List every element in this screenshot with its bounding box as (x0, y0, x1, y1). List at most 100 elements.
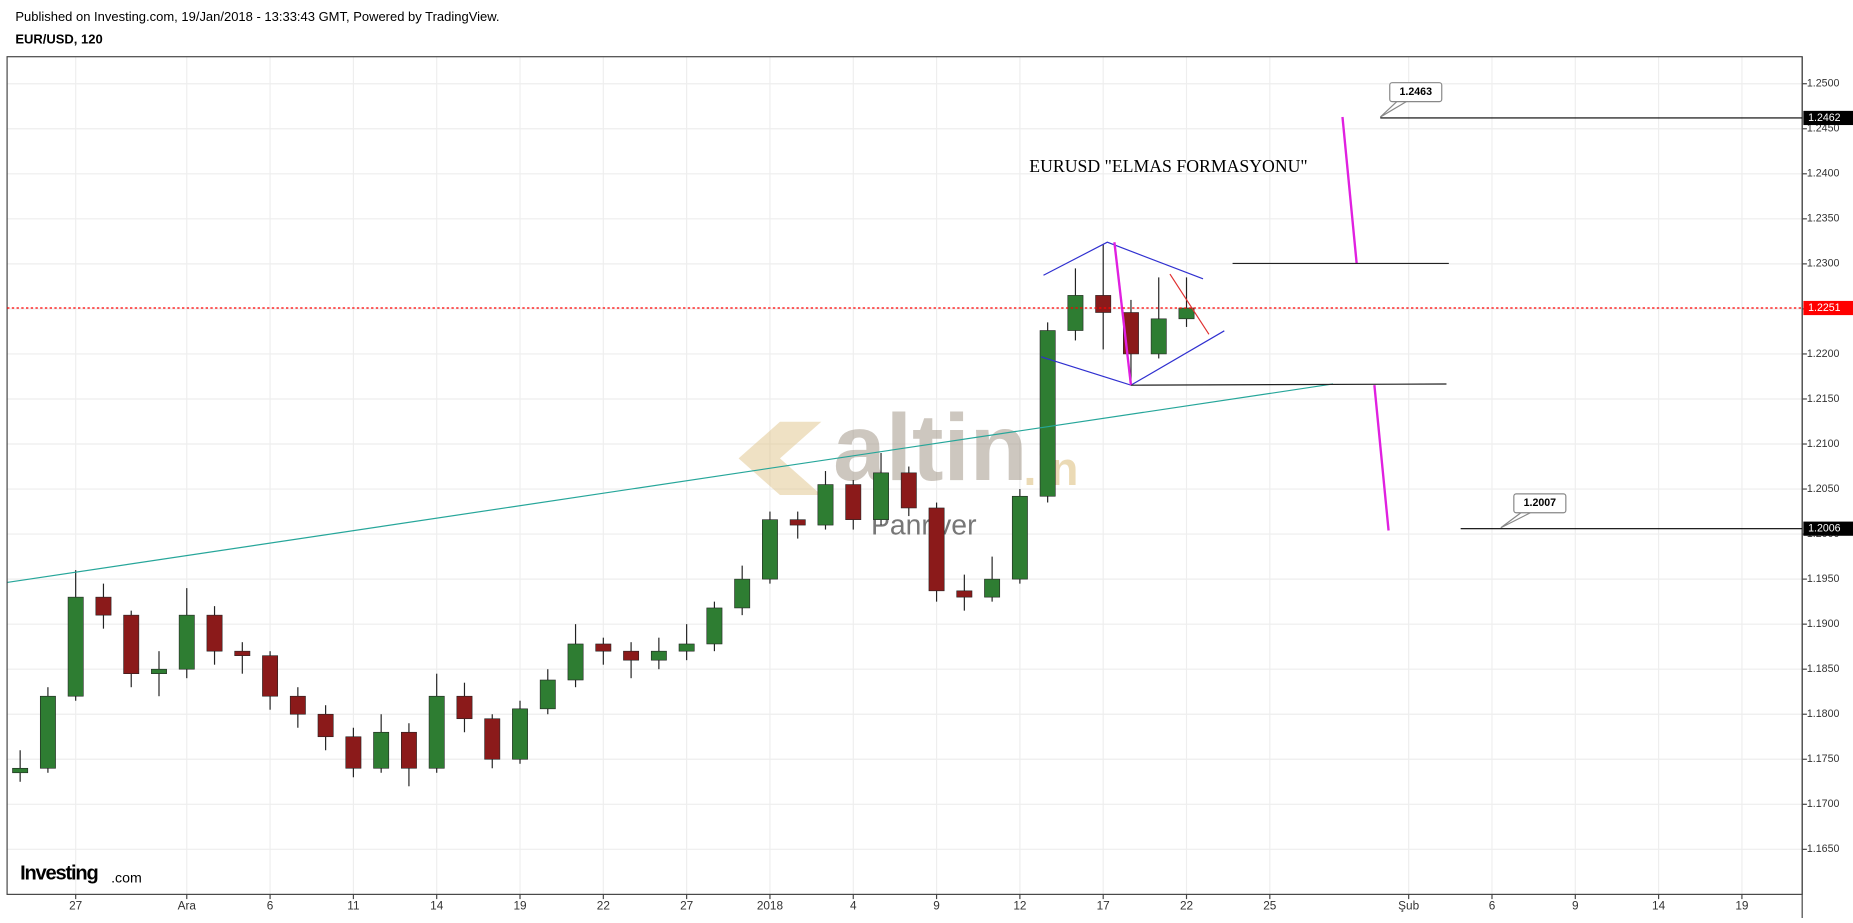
candle-body (1011, 495, 1028, 580)
callout-pointer (1500, 512, 1531, 529)
x-tick-label: 2018 (757, 898, 784, 912)
candle-body (512, 708, 528, 760)
x-tick-label: 17 (1097, 898, 1110, 912)
candle-body (789, 519, 806, 526)
x-tick-label: 22 (1180, 898, 1193, 912)
y-tick-label: 1.2100 (1807, 438, 1840, 450)
x-tick-label: 22 (597, 898, 610, 912)
candle-body (95, 596, 112, 616)
candle-body (178, 614, 195, 670)
candle-body (456, 695, 473, 720)
callouts: 1.2463 1.2007 (1379, 82, 1567, 529)
y-tick-label: 1.2200 (1807, 348, 1840, 360)
x-tick-label: 25 (1263, 898, 1277, 912)
x-tick-label: 6 (1489, 898, 1496, 912)
candle-body (39, 695, 56, 769)
logo-suffix: .com (111, 871, 142, 887)
x-tick-label: 9 (1572, 898, 1579, 912)
price-marker (1803, 300, 1853, 316)
x-tick-label: 11 (347, 898, 359, 912)
candle-body (123, 614, 140, 674)
x-tick-label: Şub (1398, 898, 1419, 912)
y-tick-label: 1.2400 (1807, 168, 1840, 180)
diamond-top (1043, 241, 1204, 280)
x-tick-label: 4 (850, 898, 857, 912)
y-tick-label: 1.1900 (1807, 618, 1840, 630)
callout-box (1513, 493, 1567, 514)
exit-line (1169, 273, 1210, 335)
candle-body (262, 655, 279, 697)
x-tick-label: 27 (69, 898, 82, 912)
candle-body (900, 472, 917, 509)
candle-body (734, 578, 751, 609)
y-tick-label: 1.1800 (1807, 708, 1840, 720)
y-tick-label: 1.2500 (1807, 78, 1840, 90)
price-marker (1803, 521, 1853, 536)
candle-body (650, 650, 667, 661)
candle-body (234, 650, 251, 656)
candles (12, 244, 1195, 787)
candle-body (595, 643, 612, 652)
y-tick-label: 1.1700 (1807, 798, 1840, 810)
candle-body (400, 731, 417, 769)
candle-body (484, 718, 501, 760)
x-tick-label: 12 (1013, 898, 1026, 912)
candle-body (762, 519, 778, 580)
price-marker (1803, 110, 1853, 126)
candle-body (12, 767, 29, 774)
y-tick-label: 1.1850 (1807, 663, 1840, 675)
x-tick-label: 19 (513, 898, 526, 912)
candle-body (817, 484, 834, 526)
watermark-brand: altin (833, 395, 1027, 501)
y-tick-label: 1.1750 (1807, 753, 1840, 765)
candle-body (151, 668, 167, 674)
candle-body (206, 614, 223, 652)
logo: Investing (20, 863, 98, 885)
callout-box (1389, 82, 1443, 103)
candle-body (928, 507, 945, 592)
x-tick-label: 6 (267, 898, 274, 912)
trend-line (7, 383, 1334, 584)
candle-body (956, 590, 973, 598)
candle-body (845, 484, 862, 520)
candle-body (567, 643, 584, 681)
candle-body (873, 472, 889, 520)
candle-body (1150, 318, 1167, 355)
x-tick-label: 14 (1652, 898, 1666, 912)
callout-label: 1.2007 (1524, 497, 1557, 509)
grid (7, 56, 1803, 895)
published-note: Published on Investing.com, 19/Jan/2018 … (15, 9, 499, 24)
level-line (1130, 383, 1447, 386)
candle-body (1039, 330, 1056, 497)
candle-body (1067, 295, 1084, 331)
y-tick-label: 1.2300 (1807, 258, 1840, 270)
x-tick-label: 14 (430, 898, 444, 912)
y-tick-label: 1.2150 (1807, 393, 1840, 405)
y-tick-label: 1.1650 (1807, 843, 1840, 855)
candle-body (317, 713, 334, 738)
candle-body (67, 596, 84, 697)
callout-label: 1.2463 (1399, 86, 1432, 98)
candle-body (428, 695, 445, 769)
drawings (7, 116, 1449, 584)
y-tick-label: 1.2350 (1807, 213, 1840, 225)
candle-body (289, 695, 306, 715)
candle-body (539, 679, 556, 710)
x-tick-label: 27 (680, 898, 693, 912)
annotation: EURUSD "ELMAS FORMASYONU" (1029, 156, 1307, 176)
x-tick-label: 9 (933, 898, 940, 912)
candle-body (1178, 307, 1195, 320)
target-up (1341, 116, 1358, 264)
symbol: EUR/USD, 120 (15, 32, 102, 47)
axes: 1.1650 1.1700 1.1750 1.1800 1.1850 1.1900 1.19… (7, 78, 1853, 912)
candle-body (984, 578, 1001, 598)
candle-body (706, 607, 723, 645)
candle-body (678, 643, 695, 652)
candle-body (623, 650, 640, 661)
y-tick-label: 1.1950 (1807, 573, 1840, 585)
x-tick-label: Ara (178, 898, 197, 912)
y-tick-label: 1.2050 (1807, 483, 1840, 495)
